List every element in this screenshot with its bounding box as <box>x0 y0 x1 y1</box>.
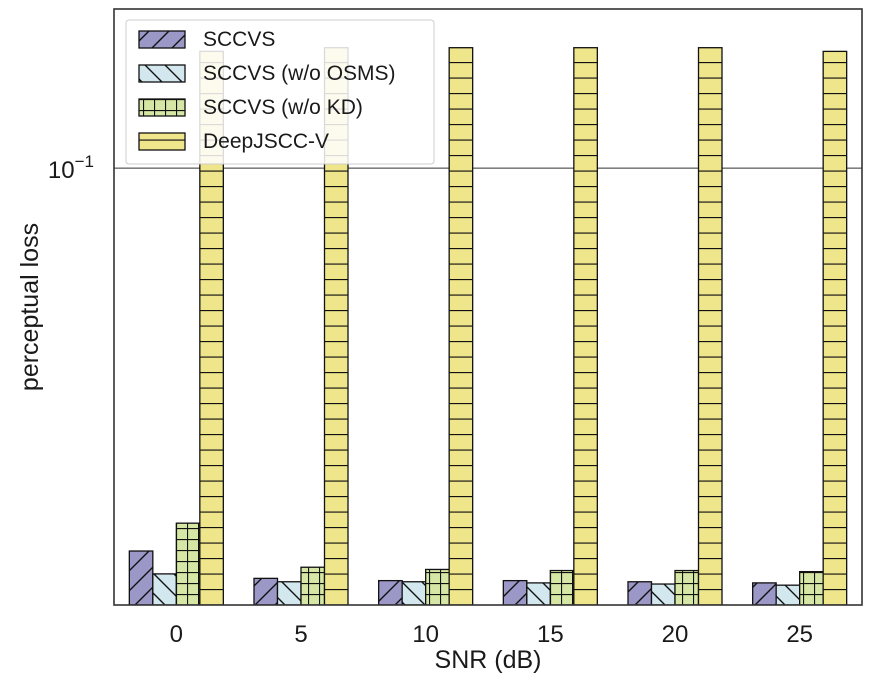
x-tick-label: 0 <box>170 621 183 648</box>
legend-swatch <box>138 98 186 117</box>
y-tick-exponent: −1 <box>75 152 94 171</box>
legend-box <box>125 19 435 165</box>
bar-deepjscc-v-10 <box>448 47 474 605</box>
bar-sccvs-w-o-osms-0 <box>152 573 177 605</box>
bar-sccvs-15 <box>502 579 528 605</box>
bar-sccvs-w-o-osms-5 <box>276 581 302 605</box>
bar-sccvs-w-o-kd-10 <box>425 568 450 605</box>
legend-label: SCCVS (w/o OSMS) <box>203 62 396 85</box>
legend-swatch <box>138 132 186 151</box>
bar-sccvs-20 <box>627 581 653 605</box>
bar-deepjscc-v-15 <box>573 47 598 605</box>
y-tick-label: 10−1 <box>48 152 94 184</box>
x-axis-label: SNR (dB) <box>435 646 542 674</box>
y-ticks: 10−1 <box>48 152 94 184</box>
bar-sccvs-w-o-osms-25 <box>775 584 801 605</box>
bar-sccvs-w-o-kd-15 <box>549 569 575 605</box>
bar-sccvs-w-o-kd-5 <box>300 566 326 605</box>
bars <box>128 47 848 605</box>
bar-sccvs-5 <box>253 577 279 605</box>
legend-label: SCCVS <box>203 28 275 51</box>
legend: SCCVS SCCVS (w/o OSMS) SCCVS (w/o KD) DeepJ… <box>125 19 435 165</box>
bar-sccvs-w-o-osms-20 <box>650 583 676 605</box>
bar-deepjscc-v-20 <box>697 47 723 605</box>
bar-deepjscc-v-25 <box>822 50 848 605</box>
bar-sccvs-w-o-osms-15 <box>526 582 551 605</box>
legend-label: DeepJSCC-V <box>203 130 329 153</box>
plot-frame <box>113 8 863 606</box>
x-tick-label: 15 <box>537 621 564 648</box>
bar-sccvs-0 <box>128 550 154 605</box>
y-tick-base: 10 <box>48 157 75 184</box>
x-tick-label: 10 <box>412 621 439 648</box>
legend-swatch <box>138 64 186 83</box>
bar-sccvs-w-o-kd-25 <box>799 571 824 605</box>
x-tick-label: 20 <box>662 621 689 648</box>
bar-sccvs-25 <box>752 582 777 605</box>
bar-sccvs-w-o-osms-10 <box>401 581 427 605</box>
x-tick-label: 25 <box>786 621 813 648</box>
legend-label: SCCVS (w/o KD) <box>203 96 363 119</box>
bar-sccvs-w-o-kd-20 <box>674 569 700 605</box>
bar-sccvs-10 <box>378 579 403 605</box>
y-axis-label: perceptual loss <box>16 223 44 391</box>
x-tick-label: 5 <box>294 621 307 648</box>
legend-swatch <box>138 30 186 49</box>
bar-sccvs-w-o-kd-0 <box>175 522 201 605</box>
x-ticks: 0 5 10 15 20 25 <box>170 621 813 648</box>
